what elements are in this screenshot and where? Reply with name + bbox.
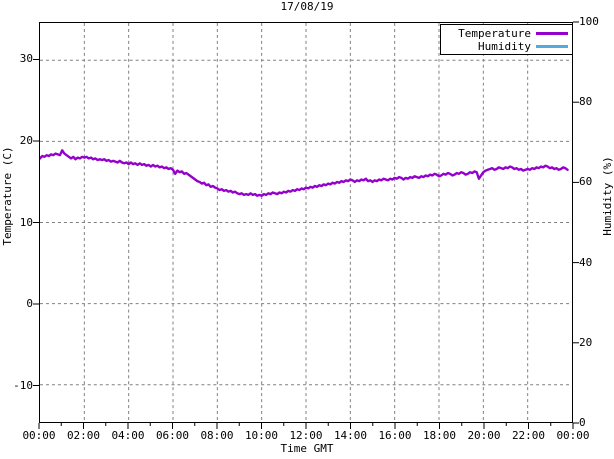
x-axis-tick-label: 00:00 — [556, 429, 590, 442]
legend-swatch-temperature — [536, 32, 568, 35]
y-axis-left-tick-label: 20 — [19, 133, 33, 147]
x-axis-ticks: 00:00 02:00 04:00 06:00 08:00 10:00 12:00 14:00… — [0, 430, 614, 444]
y-axis-right-tick-label: 20 — [579, 335, 593, 349]
y-axis-right-tick-label: 40 — [579, 255, 593, 269]
y-axis-right-tick-label: 0 — [579, 416, 586, 429]
y-axis-left-title: Temperature (C) — [1, 146, 14, 246]
y-axis-left-tick-label: 10 — [19, 215, 33, 229]
x-axis-tick-label: 08:00 — [200, 429, 234, 442]
x-axis-tick-label: 12:00 — [289, 429, 323, 442]
y-axis-right-tick-label: 60 — [579, 175, 593, 189]
y-axis-right-tick-label: 100 — [579, 15, 599, 28]
plot-area — [39, 22, 573, 423]
gridlines — [40, 23, 572, 422]
chart-legend: Temperature Humidity — [440, 24, 573, 55]
x-axis-tick-label: 16:00 — [378, 429, 412, 442]
x-axis-tick-label: 04:00 — [111, 429, 145, 442]
chart-title: 17/08/19 — [280, 0, 334, 13]
x-axis-title: Time GMT — [280, 442, 334, 455]
x-axis-tick-label: 18:00 — [422, 429, 457, 442]
y-axis-right-ticks: 0 20 40 60 80 100 — [579, 16, 609, 428]
legend-label-temperature: Temperature — [458, 26, 531, 40]
x-axis-tick-label: 06:00 — [155, 429, 190, 442]
x-axis-tick-label: 10:00 — [244, 429, 279, 442]
legend-item-humidity: Humidity — [478, 40, 568, 53]
y-axis-left-tick-label: -10 — [13, 378, 33, 392]
x-axis-tick-label: 22:00 — [511, 429, 546, 442]
x-axis-tick-label: 14:00 — [333, 429, 368, 442]
x-axis-tick-label: 00:00 — [22, 429, 56, 442]
y-axis-left-tick-label: 0 — [26, 297, 33, 310]
series-lines — [40, 149, 569, 197]
x-axis-tick-label: 20:00 — [467, 429, 501, 442]
legend-swatch-humidity — [536, 45, 568, 48]
x-axis-tick-label: 02:00 — [66, 429, 101, 442]
y-axis-left-ticks: -10 0 10 20 30 — [0, 22, 33, 423]
legend-item-temperature: Temperature — [458, 27, 568, 40]
y-axis-right-tick-label: 80 — [579, 95, 593, 109]
legend-label-humidity: Humidity — [478, 39, 531, 53]
y-axis-left-tick-label: 30 — [19, 52, 33, 66]
y-axis-right-title: Humidity (%) — [601, 156, 614, 236]
